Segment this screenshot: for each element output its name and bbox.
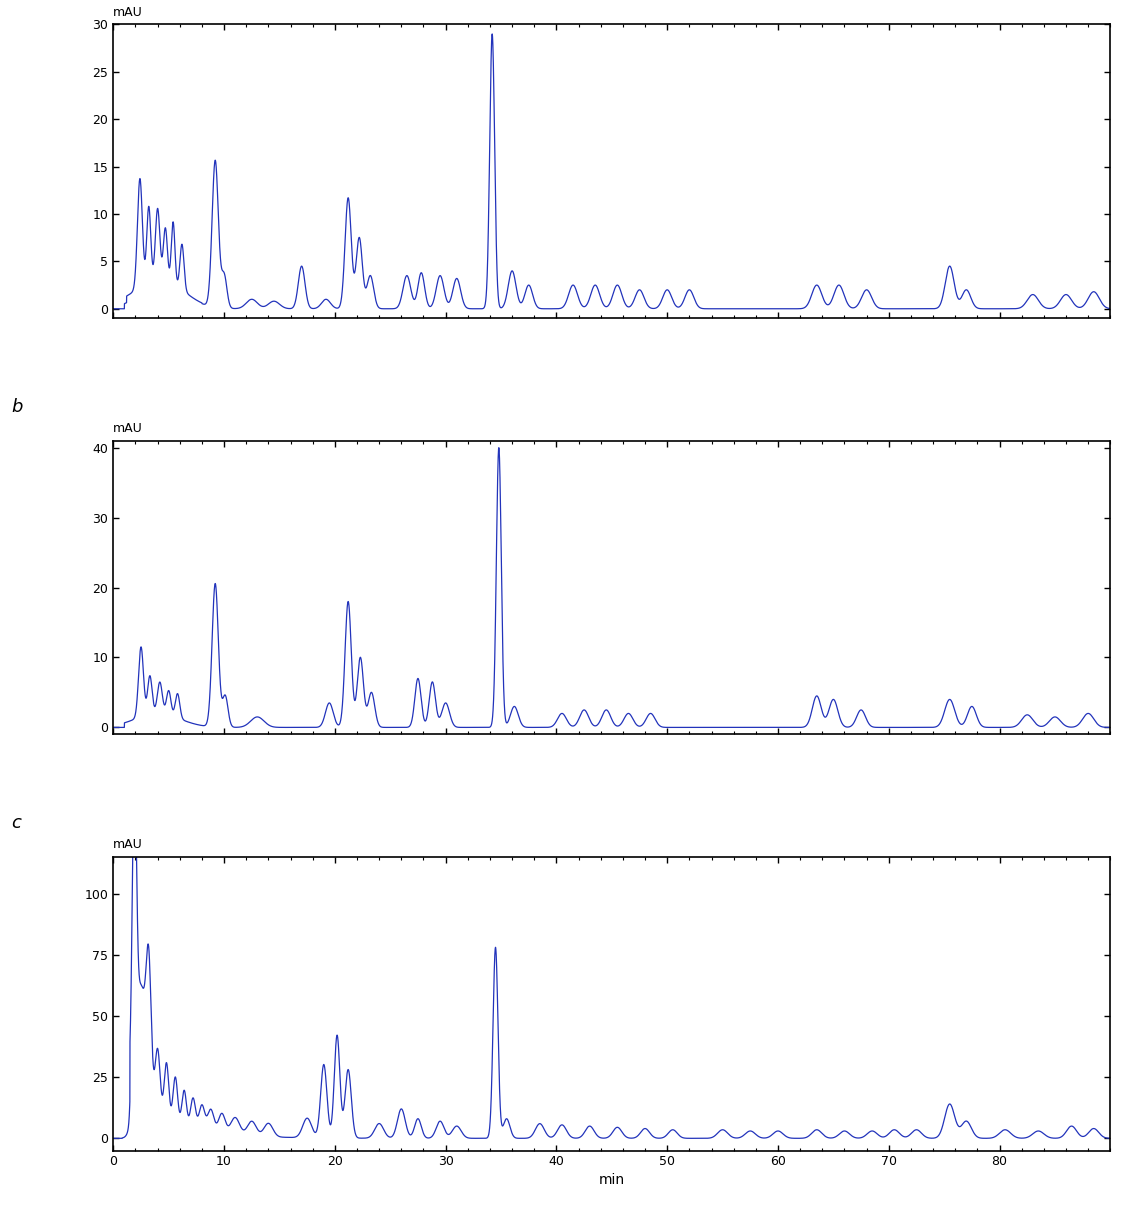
Text: mAU: mAU [113, 422, 143, 435]
X-axis label: min: min [598, 1173, 625, 1186]
Text: b: b [11, 398, 23, 416]
Text: mAU: mAU [113, 6, 143, 18]
Text: mAU: mAU [113, 838, 143, 851]
Text: c: c [11, 814, 22, 832]
